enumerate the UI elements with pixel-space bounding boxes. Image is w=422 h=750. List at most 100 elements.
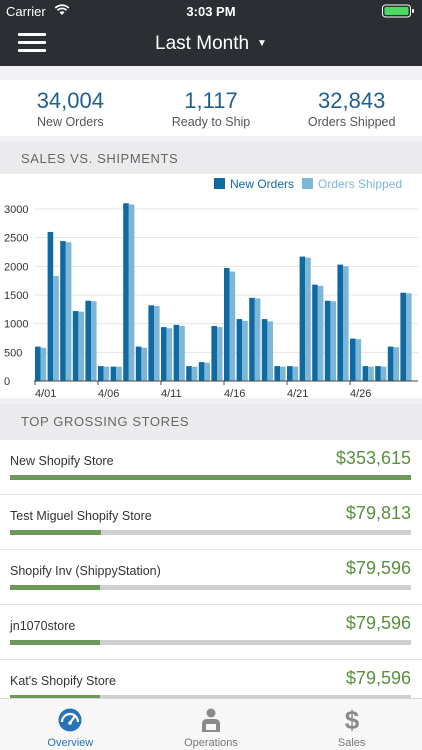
stat-label: Orders Shipped [307, 115, 396, 129]
stat-new-orders[interactable]: 34,004 New Orders [0, 80, 141, 136]
bar [267, 321, 273, 381]
x-tick-label: 4/26 [350, 388, 371, 398]
stat-orders-shipped[interactable]: 32,843 Orders Shipped [281, 80, 422, 136]
bar [299, 256, 306, 381]
battery-icon [382, 4, 414, 18]
store-share-fill [10, 585, 101, 590]
bar [242, 320, 248, 381]
worker-icon [202, 708, 220, 732]
bar [368, 366, 374, 381]
bar [72, 311, 79, 381]
x-tick-label: 4/21 [287, 388, 308, 398]
stat-label: Ready to Ship [171, 115, 251, 129]
y-tick-label: 2500 [4, 233, 28, 245]
stores-section-header: TOP GROSSING STORES [0, 404, 422, 440]
bar [312, 284, 318, 381]
x-tick-label: 4/16 [224, 388, 245, 398]
x-tick-label: 4/06 [98, 388, 119, 398]
bar [305, 257, 311, 381]
status-bar: Carrier 3:03 PM [0, 0, 422, 22]
list-item[interactable]: New Shopify Store $353,615 [0, 440, 422, 495]
dollar-icon: $ [344, 707, 359, 733]
bar [123, 203, 129, 381]
bar [135, 346, 142, 381]
bar [161, 327, 167, 381]
tab-sales[interactable]: $ Sales [281, 699, 422, 750]
list-item[interactable]: jn1070store $79,596 [0, 605, 422, 660]
bar [35, 346, 41, 381]
store-share-fill [10, 695, 101, 698]
bar [116, 366, 122, 381]
store-share-bar [10, 530, 411, 535]
bar [128, 204, 135, 381]
bar [191, 366, 198, 381]
stat-value: 32,843 [318, 88, 386, 113]
tab-label: Operations [184, 737, 238, 749]
bar [324, 300, 331, 381]
bar [186, 366, 192, 381]
bar [362, 366, 369, 381]
bar [280, 366, 286, 381]
sales-section-header: SALES VS. SHIPMENTS [0, 141, 422, 177]
store-name: Shopify Inv (ShippyStation) [10, 564, 161, 578]
bar [40, 347, 47, 381]
bar [292, 366, 299, 381]
tab-operations[interactable]: Operations [141, 699, 282, 750]
bar [65, 242, 72, 381]
stat-value: 1,117 [184, 88, 238, 113]
bar [337, 264, 343, 381]
y-tick-label: 1500 [4, 290, 28, 302]
bar [229, 271, 236, 381]
bar [330, 301, 336, 381]
bar [400, 292, 406, 381]
bar [47, 231, 54, 381]
period-label: Last Month [155, 33, 250, 54]
bar [224, 268, 230, 381]
tab-overview[interactable]: Overview [0, 699, 141, 750]
y-tick-label: 2000 [4, 261, 28, 273]
store-name: jn1070store [10, 619, 76, 633]
bar [179, 325, 185, 381]
store-name: Kat's Shopify Store [10, 674, 116, 688]
summary-stats: 34,004 New Orders 1,117 Ready to Ship 32… [0, 80, 422, 136]
stat-label: New Orders [36, 115, 104, 129]
bar [254, 298, 261, 381]
list-item[interactable]: Test Miguel Shopify Store $79,813 [0, 495, 422, 550]
clock: 3:03 PM [186, 4, 236, 19]
nav-bar: Last Month ▼ [0, 22, 422, 66]
list-item[interactable]: Kat's Shopify Store $79,596 [0, 660, 422, 698]
menu-icon[interactable] [18, 33, 46, 55]
list-item[interactable]: Shopify Inv (ShippyStation) $79,596 [0, 550, 422, 605]
bar [406, 293, 412, 381]
bar [91, 301, 97, 381]
bar [173, 324, 180, 381]
legend-label: New Orders [230, 177, 294, 191]
store-amount: $79,813 [345, 503, 411, 523]
caret-down-icon: ▼ [257, 38, 267, 50]
store-name: Test Miguel Shopify Store [10, 509, 152, 523]
bar [60, 241, 66, 381]
y-tick-label: 500 [4, 347, 22, 359]
bar [198, 362, 205, 381]
tab-label: Sales [337, 737, 366, 749]
legend-swatch [214, 178, 225, 189]
store-amount: $79,596 [345, 558, 411, 578]
svg-text:$: $ [344, 707, 359, 733]
store-share-bar [10, 695, 411, 698]
x-tick-label: 4/11 [161, 388, 182, 398]
bar [317, 285, 324, 381]
store-share-bar [10, 640, 411, 645]
bar [78, 311, 84, 381]
store-share-fill [10, 640, 101, 645]
store-amount: $353,615 [335, 448, 411, 468]
period-selector[interactable]: Last Month ▼ [0, 33, 422, 55]
bar [166, 328, 173, 381]
bar [261, 319, 268, 381]
bar [110, 366, 117, 381]
y-tick-label: 1000 [4, 319, 28, 331]
store-share-fill [10, 475, 411, 480]
bar [287, 366, 293, 381]
store-amount: $79,596 [345, 613, 411, 633]
y-tick-label: 3000 [4, 204, 28, 216]
stat-ready-to-ship[interactable]: 1,117 Ready to Ship [141, 80, 282, 136]
